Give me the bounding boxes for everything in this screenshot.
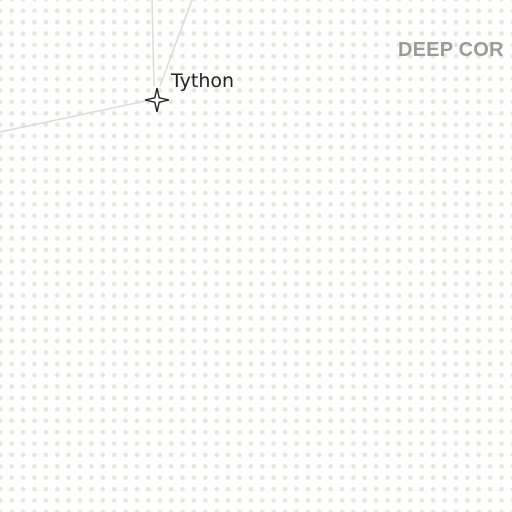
four-point-star-icon[interactable]: [144, 87, 170, 113]
region-label: DEEP COR: [398, 39, 504, 61]
route-line-northeast: [159, 0, 193, 87]
system-label-tython[interactable]: Tython: [171, 70, 235, 92]
route-line-north: [151, 0, 155, 87]
route-line-west: [0, 99, 151, 133]
